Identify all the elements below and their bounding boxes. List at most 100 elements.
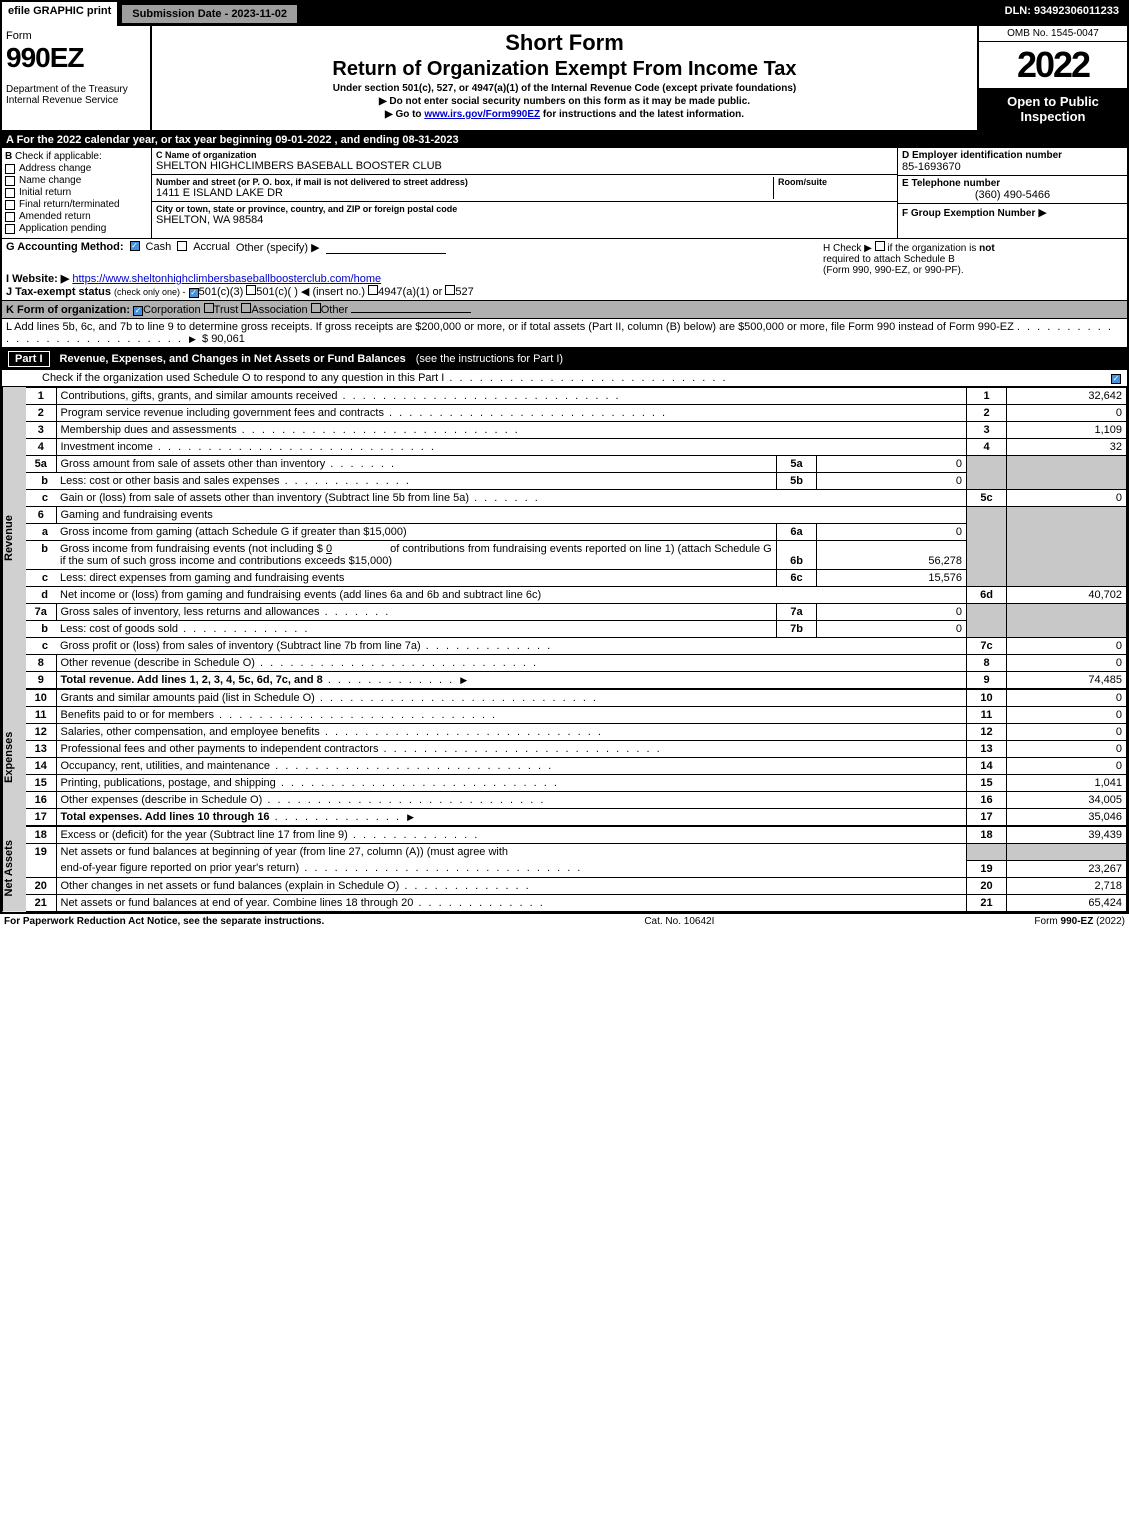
- e-lbl: E Telephone number: [902, 178, 1123, 189]
- l1-val: 32,642: [1007, 388, 1127, 405]
- chk-501c[interactable]: [246, 285, 256, 295]
- form-word: Form: [6, 30, 146, 42]
- chk-amended-return[interactable]: [5, 212, 15, 222]
- l7c-box: 7c: [967, 638, 1007, 655]
- l7b-ibox: 7b: [777, 621, 817, 638]
- l21-val: 65,424: [1007, 894, 1127, 911]
- i-lbl: I Website: ▶: [6, 273, 69, 285]
- l7a-desc: Gross sales of inventory, less returns a…: [56, 604, 777, 621]
- h-not: not: [979, 243, 995, 254]
- l10-num: 10: [26, 690, 56, 707]
- l5-shade-v: [1007, 456, 1127, 490]
- section-h: H Check ▶ if the organization is not req…: [823, 241, 1123, 276]
- l3-num: 3: [26, 422, 56, 439]
- l6d-box: 6d: [967, 587, 1007, 604]
- k-corp: Corporation: [143, 304, 200, 316]
- l2-desc: Program service revenue including govern…: [56, 405, 967, 422]
- b-label: B: [5, 151, 12, 162]
- side-expenses: Expenses: [2, 689, 26, 826]
- irs-link[interactable]: www.irs.gov/Form990EZ: [424, 109, 540, 120]
- l4-desc: Investment income: [56, 439, 967, 456]
- g-other: Other (specify) ▶: [236, 241, 320, 254]
- l21-box: 21: [967, 894, 1007, 911]
- chk-cash[interactable]: [130, 241, 140, 251]
- d-lbl: D Employer identification number: [902, 150, 1123, 161]
- j-4947: 4947(a)(1) or: [378, 286, 442, 298]
- l15-desc: Printing, publications, postage, and shi…: [56, 775, 967, 792]
- l10-val: 0: [1007, 690, 1127, 707]
- sub1: Under section 501(c), 527, or 4947(a)(1)…: [156, 83, 973, 94]
- chk-final-return[interactable]: [5, 200, 15, 210]
- l3-box: 3: [967, 422, 1007, 439]
- chk-h[interactable]: [875, 241, 885, 251]
- side-revenue: Revenue: [2, 387, 26, 689]
- chk-accrual[interactable]: [177, 241, 187, 251]
- website-link[interactable]: https://www.sheltonhighclimbersbaseballb…: [72, 273, 381, 285]
- efile-print[interactable]: efile GRAPHIC print: [2, 2, 119, 26]
- g-lbl: G Accounting Method:: [6, 241, 124, 254]
- footer-right: Form 990-EZ (2022): [1034, 916, 1125, 927]
- l16-desc: Other expenses (describe in Schedule O): [56, 792, 967, 809]
- l11-num: 11: [26, 707, 56, 724]
- footer-r-pre: Form: [1034, 916, 1060, 927]
- chk-4947[interactable]: [368, 285, 378, 295]
- l15-val: 1,041: [1007, 775, 1127, 792]
- dept: Department of the Treasury Internal Reve…: [6, 84, 146, 106]
- l8-desc: Other revenue (describe in Schedule O): [56, 655, 967, 672]
- netassets-section: Net Assets 18Excess or (deficit) for the…: [2, 826, 1127, 912]
- l18-desc: Excess or (deficit) for the year (Subtra…: [56, 827, 967, 844]
- phone: (360) 490-5466: [902, 189, 1123, 201]
- l18-box: 18: [967, 827, 1007, 844]
- l6b-desc: Gross income from fundraising events (no…: [56, 541, 777, 570]
- l6-desc: Gaming and fundraising events: [56, 507, 967, 524]
- chk-other[interactable]: [311, 303, 321, 313]
- chk-501c3[interactable]: [189, 288, 199, 298]
- chk-527[interactable]: [445, 285, 455, 295]
- chk-corp[interactable]: [133, 306, 143, 316]
- l19-box: 19: [967, 860, 1007, 877]
- l9-val: 74,485: [1007, 672, 1127, 689]
- l21-num: 21: [26, 894, 56, 911]
- l-text: L Add lines 5b, 6c, and 7b to line 9 to …: [6, 321, 1014, 333]
- footer: For Paperwork Reduction Act Notice, see …: [0, 914, 1129, 929]
- l6b-d1: Gross income from fundraising events (no…: [60, 543, 323, 555]
- l5c-num: c: [26, 490, 56, 507]
- form-page: efile GRAPHIC print Submission Date - 20…: [0, 0, 1129, 914]
- chk-assoc[interactable]: [241, 303, 251, 313]
- l14-box: 14: [967, 758, 1007, 775]
- chk-application-pending[interactable]: [5, 224, 15, 234]
- l6d-desc: Net income or (loss) from gaming and fun…: [56, 587, 967, 604]
- l2-val: 0: [1007, 405, 1127, 422]
- submission-date: Submission Date - 2023-11-02: [121, 4, 298, 24]
- l6c-ibox: 6c: [777, 570, 817, 587]
- g-cash: Cash: [146, 241, 172, 254]
- chk-schedule-o[interactable]: [1111, 374, 1121, 384]
- chk-address-change[interactable]: [5, 164, 15, 174]
- l6d-val: 40,702: [1007, 587, 1127, 604]
- part-note: (see the instructions for Part I): [416, 353, 563, 365]
- side-netassets: Net Assets: [2, 826, 26, 912]
- l19-shade: [967, 844, 1007, 861]
- c-name-lbl: C Name of organization: [156, 150, 893, 160]
- city: SHELTON, WA 98584: [156, 214, 457, 226]
- l8-box: 8: [967, 655, 1007, 672]
- sub2: ▶ Do not enter social security numbers o…: [156, 96, 973, 107]
- l14-val: 0: [1007, 758, 1127, 775]
- footer-r-yr: (2022): [1093, 916, 1125, 927]
- l6a-iv: 0: [817, 524, 967, 541]
- l7-shade: [967, 604, 1007, 638]
- chk-name-change[interactable]: [5, 176, 15, 186]
- l-val: $ 90,061: [202, 333, 245, 345]
- f-lbl: F Group Exemption Number: [902, 208, 1035, 219]
- header-left: Form 990EZ Department of the Treasury In…: [2, 26, 152, 130]
- header-mid: Short Form Return of Organization Exempt…: [152, 26, 977, 130]
- street: 1411 E ISLAND LAKE DR: [156, 187, 773, 199]
- l6c-iv: 15,576: [817, 570, 967, 587]
- l5b-desc: Less: cost or other basis and sales expe…: [56, 473, 777, 490]
- sub3-pre: ▶ Go to: [385, 109, 424, 120]
- l7a-iv: 0: [817, 604, 967, 621]
- chk-trust[interactable]: [204, 303, 214, 313]
- c-street-lbl: Number and street (or P. O. box, if mail…: [156, 177, 773, 187]
- l12-num: 12: [26, 724, 56, 741]
- chk-initial-return[interactable]: [5, 188, 15, 198]
